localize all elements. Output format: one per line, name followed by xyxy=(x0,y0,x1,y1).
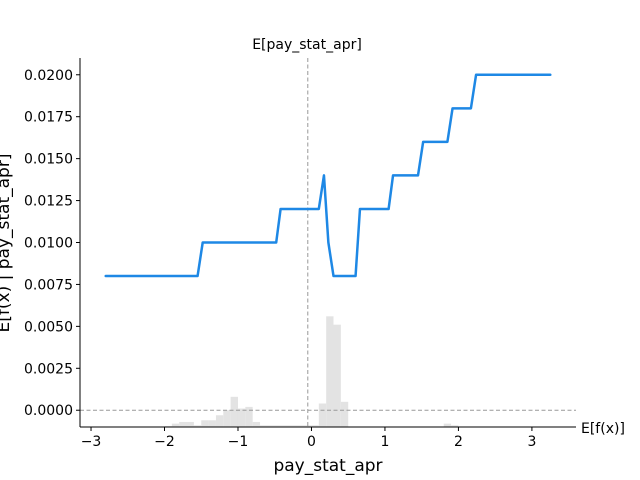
histogram-bar xyxy=(340,401,349,427)
y-tick-label: 0.0100 xyxy=(24,236,73,252)
expected-value-x-label: E[pay_stat_apr] xyxy=(252,37,362,53)
histogram-bar xyxy=(171,423,180,427)
histogram-bar xyxy=(252,421,261,427)
histogram-bar xyxy=(260,425,319,427)
y-tick-label: 0.0000 xyxy=(24,403,73,419)
histogram-bar xyxy=(443,423,452,427)
histogram-layer xyxy=(164,316,459,427)
x-tick-label: 2 xyxy=(454,434,463,450)
x-tick-label: 1 xyxy=(380,434,389,450)
x-tick-label: −1 xyxy=(228,434,249,450)
histogram-bar xyxy=(326,316,334,427)
y-tick-label: 0.0125 xyxy=(24,194,73,210)
x-axis-label: pay_stat_apr xyxy=(273,456,382,476)
x-tick-label: −3 xyxy=(81,434,102,450)
histogram-bar xyxy=(193,425,202,427)
histogram-bar xyxy=(201,420,209,427)
histogram-bar xyxy=(230,396,238,427)
histogram-bar xyxy=(208,420,216,427)
series-layer xyxy=(104,73,552,278)
y-tick-label: 0.0050 xyxy=(24,319,73,335)
series-line xyxy=(104,73,552,278)
ticks: −3 −2 −1 0 1 2 3 0.0000 0.0025 0.0050 0.0075 0.0100… xyxy=(24,68,536,450)
histogram-bar xyxy=(245,406,253,427)
y-tick-label: 0.0200 xyxy=(24,68,73,84)
x-tick-label: 0 xyxy=(307,434,316,450)
reference-lines xyxy=(80,58,576,427)
histogram-bar xyxy=(333,324,341,427)
histogram-bar xyxy=(237,408,246,427)
y-tick-label: 0.0025 xyxy=(24,361,73,377)
x-tick-label: 3 xyxy=(527,434,536,450)
histogram-bar xyxy=(451,425,459,427)
y-tick-label: 0.0150 xyxy=(24,152,73,168)
x-tick-label: −2 xyxy=(154,434,175,450)
histogram-bar xyxy=(215,415,224,427)
histogram-bar xyxy=(318,403,327,427)
histogram-bar xyxy=(179,421,194,427)
expected-value-y-label: E[f(x)] xyxy=(581,421,625,437)
y-axis-label: E[f(x) | pay_stat_apr] xyxy=(0,154,14,333)
histogram-bar xyxy=(223,410,231,427)
y-tick-label: 0.0175 xyxy=(24,110,73,126)
y-tick-label: 0.0075 xyxy=(24,277,73,293)
